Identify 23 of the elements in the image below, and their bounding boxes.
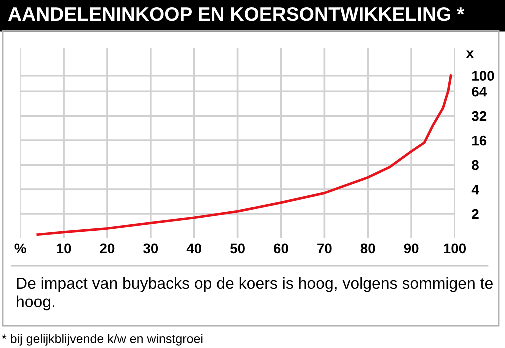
x-tick-label: 40 [186,244,202,254]
x-tick-label: 10 [57,244,72,254]
x-tick-label: 80 [360,244,376,254]
x-tick-label: 90 [404,244,419,254]
x-tick-label: 30 [144,244,158,254]
y-tick-label: 32 [472,111,487,122]
text: De impact van buybacks op de koers is hoog, volgens sommigen te hoog. [17,277,493,311]
text: * bij gelijkblijvende k/w en winstgroei [2,334,203,346]
y-tick-label: 2 [472,209,479,220]
y-tick-label: 64 [472,86,488,97]
y-axis-title: x [466,50,474,58]
x-tick-label: 50 [230,244,245,254]
x-tick-label: 60 [274,244,288,254]
x-tick-label: 70 [318,244,332,254]
chart-title: AANDELENINKOOP EN KOERSONTWIKKELING * [8,7,465,22]
x-tick-label: % [14,244,26,254]
line-series [36,74,452,236]
y-tick-label: 8 [472,160,479,170]
y-tick-label: 4 [472,185,480,195]
x-tick-label: 20 [100,244,115,254]
y-tick-label: 100 [472,71,494,82]
y-tick-label: 16 [472,136,487,146]
x-tick-label: 100 [444,244,466,254]
